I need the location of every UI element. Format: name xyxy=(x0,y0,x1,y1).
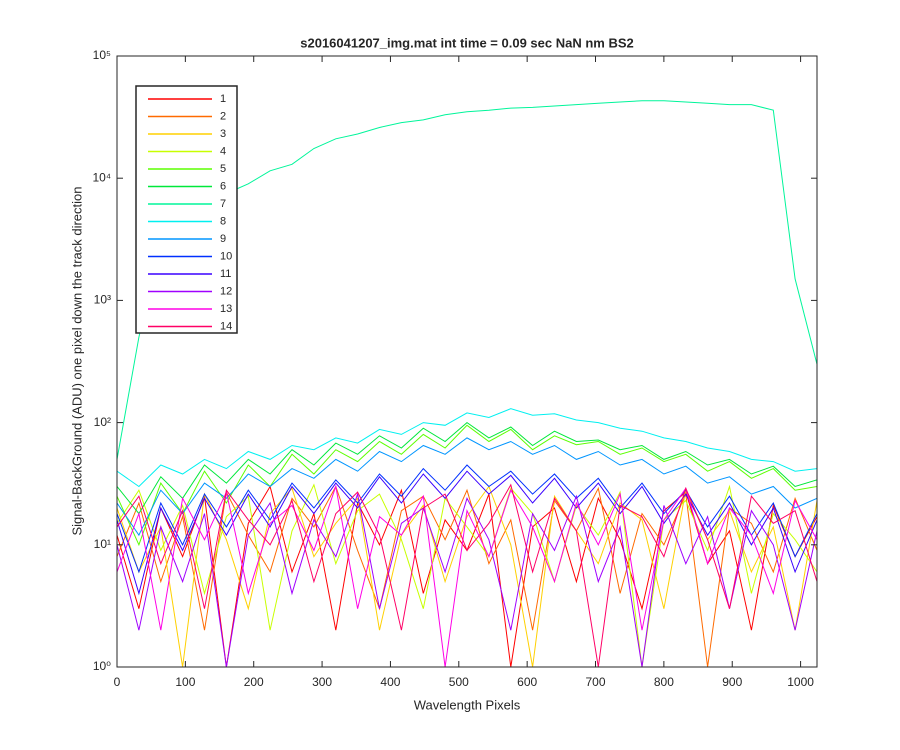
series-line xyxy=(117,408,817,488)
legend-label: 9 xyxy=(220,233,226,245)
x-tick-label: 300 xyxy=(312,675,332,689)
legend-label: 5 xyxy=(220,163,226,175)
plot-frame xyxy=(116,55,818,668)
x-tick-label: 0 xyxy=(114,675,121,689)
chart-title: s2016041207_img.mat int time = 0.09 sec … xyxy=(300,35,634,50)
y-tick-label: 10⁵ xyxy=(93,48,111,62)
legend-label: 2 xyxy=(220,110,226,122)
x-tick-label: 200 xyxy=(244,675,264,689)
legend-label: 10 xyxy=(220,250,232,262)
y-tick-label: 10¹ xyxy=(94,537,111,551)
legend-label: 3 xyxy=(220,128,226,140)
x-tick-label: 900 xyxy=(722,675,742,689)
series-line xyxy=(117,483,817,667)
y-tick-label: 10² xyxy=(94,415,111,429)
y-tick-label: 10⁰ xyxy=(93,659,111,673)
series-line xyxy=(117,484,817,667)
legend-label: 11 xyxy=(220,268,231,280)
x-tick-label: 700 xyxy=(586,675,606,689)
series-line xyxy=(117,437,817,537)
series-line xyxy=(117,421,817,515)
x-tick-label: 1000 xyxy=(787,675,814,689)
legend-label: 8 xyxy=(220,215,226,227)
x-axis-label: Wavelength Pixels xyxy=(414,697,521,712)
x-tick-label: 800 xyxy=(654,675,674,689)
legend-label: 6 xyxy=(220,180,226,192)
y-tick-label: 10³ xyxy=(94,293,111,307)
legend-label: 13 xyxy=(220,303,232,315)
legend-label: 4 xyxy=(220,145,226,157)
y-axis-label: Signal-BackGround (ADU) one pixel down t… xyxy=(69,186,84,535)
y-tick-label: 10⁴ xyxy=(92,170,111,184)
legend-label: 1 xyxy=(220,93,226,105)
series-line xyxy=(117,485,817,667)
x-tick-label: 400 xyxy=(380,675,400,689)
x-tick-label: 100 xyxy=(175,675,195,689)
series-line xyxy=(117,492,817,667)
legend-label: 12 xyxy=(220,285,232,297)
legend-label: 14 xyxy=(220,320,232,332)
x-tick-label: 500 xyxy=(449,675,469,689)
legend-label: 7 xyxy=(220,198,226,210)
series-line xyxy=(117,464,817,574)
series-line xyxy=(117,483,817,667)
x-tick-label: 600 xyxy=(517,675,537,689)
